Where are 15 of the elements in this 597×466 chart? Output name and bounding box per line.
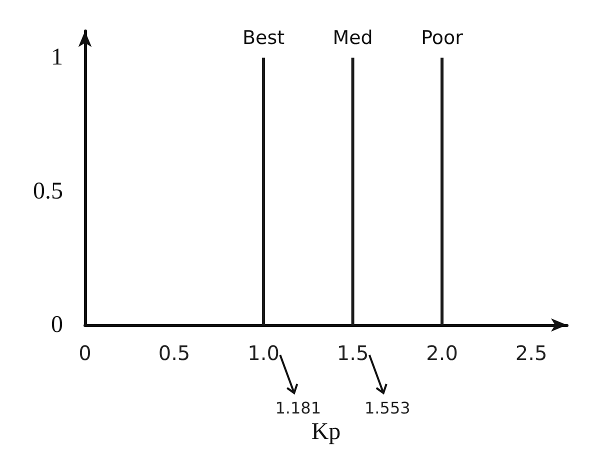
x-tick-label: 1.0: [248, 341, 280, 365]
x-tick-label: 1.5: [336, 341, 369, 365]
x-tick-label: 2.0: [426, 341, 458, 365]
x-tick-label: 2.5: [515, 341, 548, 365]
x-tick-label: 0: [78, 341, 92, 365]
y-tick-label: 1: [51, 44, 63, 71]
series-label: Med: [332, 27, 373, 50]
text: 1.553: [364, 398, 410, 418]
series-label: Poor: [421, 27, 464, 50]
series-label: Best: [242, 27, 285, 50]
y-tick-label: 0.5: [33, 178, 63, 204]
x-tick-label: 0.5: [158, 341, 190, 365]
text: 1.181: [275, 398, 322, 418]
x-axis-title: Kp: [311, 419, 341, 445]
y-tick-label: 0: [51, 312, 63, 338]
